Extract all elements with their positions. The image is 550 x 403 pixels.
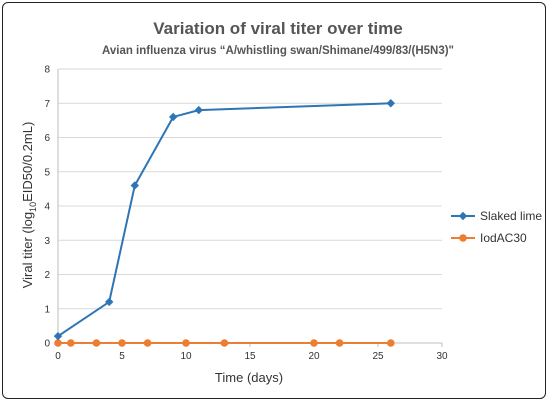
x-tick-label: 30: [436, 351, 448, 362]
y-axis-label-subscript: 10: [28, 202, 38, 212]
series-slaked-lime: [53, 99, 395, 341]
legend-item-iodac30: IodAC30: [451, 231, 527, 245]
legend-label: IodAC30: [480, 231, 527, 245]
y-axis-label-suffix: EID50/0.2mL): [20, 122, 35, 202]
y-tick-label: 0: [44, 339, 50, 350]
y-tick-label: 5: [44, 167, 50, 178]
x-tick-label: 15: [244, 351, 256, 362]
data-point-slaked-lime: [194, 105, 203, 115]
x-tick-label: 10: [180, 351, 192, 362]
data-point-iodac30: [143, 339, 152, 347]
data-point-iodac30: [92, 339, 101, 347]
y-axis-label: Viral titer (log10EID50/0.2mL): [20, 122, 38, 289]
data-point-slaked-lime: [130, 181, 139, 190]
legend-item-slaked-lime: Slaked lime: [451, 209, 542, 223]
y-tick-label: 2: [44, 270, 50, 281]
chart-subtitle: Avian influenza virus “A/whistling swan/…: [102, 45, 454, 57]
x-tick-label: 25: [372, 351, 384, 362]
y-axis-label-prefix: Viral titer (log: [20, 212, 35, 288]
y-tick-labels: 0 1 2 3 4 5 6 7 8: [44, 65, 50, 350]
data-point-slaked-lime: [53, 331, 63, 341]
data-point-iodac30: [335, 339, 344, 347]
x-tick-label: 20: [308, 351, 320, 362]
data-point-iodac30: [67, 339, 75, 347]
data-point-iodac30: [54, 339, 62, 347]
y-tick-label: 3: [44, 236, 50, 247]
chart-frame: [2, 2, 546, 399]
chart-title: Variation of viral titer over time: [153, 19, 402, 38]
axes: [57, 69, 443, 347]
series-group: [53, 99, 395, 347]
data-point-slaked-lime: [169, 112, 178, 122]
series-line-slaked-lime: [57, 102, 391, 337]
y-tick-label: 7: [44, 99, 50, 110]
y-tick-label: 8: [44, 65, 50, 76]
x-tick-label: 0: [55, 351, 61, 362]
legend-marker: [459, 234, 467, 242]
y-tick-label: 4: [44, 202, 50, 213]
data-point-slaked-lime: [105, 297, 114, 307]
data-point-iodac30: [387, 339, 395, 347]
legend: Slaked lime IodAC30: [451, 209, 542, 245]
series-iodac30: [54, 339, 395, 347]
y-tick-label: 1: [44, 304, 50, 315]
legend-marker: [458, 211, 468, 221]
y-tick-label: 6: [44, 133, 50, 144]
data-point-slaked-lime: [386, 99, 395, 108]
x-tick-label: 5: [119, 351, 125, 362]
data-point-iodac30: [182, 339, 190, 347]
legend-label: Slaked lime: [480, 209, 542, 223]
data-point-iodac30: [118, 339, 126, 347]
x-axis-label: Time (days): [215, 370, 283, 385]
data-point-iodac30: [310, 339, 318, 347]
data-point-iodac30: [220, 339, 229, 347]
x-tick-labels: 0 5 10 15 20 25 30: [55, 351, 448, 362]
